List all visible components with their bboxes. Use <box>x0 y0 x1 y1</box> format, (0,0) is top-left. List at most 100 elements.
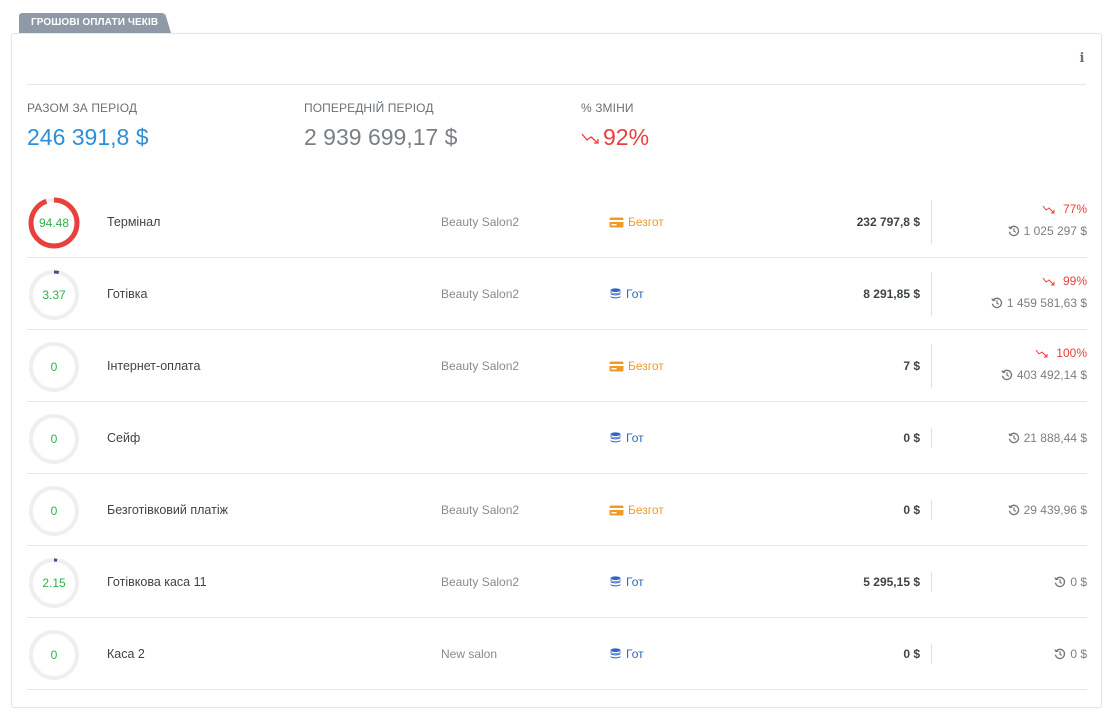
payment-type: Гот <box>609 258 644 330</box>
percent-donut: 0 <box>27 340 81 394</box>
salon-name: Beauty Salon2 <box>441 287 520 301</box>
change-percent: 99% <box>1042 274 1087 288</box>
summary-total-value: 246 391,8 $ <box>27 124 149 150</box>
payment-type-label: Безгот <box>628 359 664 373</box>
payment-type-label: Безгот <box>628 503 664 517</box>
previous-amount-value: 0 $ <box>1070 647 1087 661</box>
payment-method-name: Каса 2 <box>107 647 145 661</box>
change-percent: 77% <box>1042 202 1087 216</box>
donut-percent-value: 94.48 <box>38 216 70 230</box>
comparison-cell: 100% 403 492,14 $ <box>947 330 1087 402</box>
percent-donut: 2.15 <box>27 556 81 610</box>
change-percent: 100% <box>1035 346 1087 360</box>
trend-down-icon <box>1042 205 1055 214</box>
previous-amount-value: 21 888,44 $ <box>1023 431 1087 445</box>
column-separator <box>931 200 932 244</box>
card-icon <box>609 505 624 515</box>
summary-previous-label: ПОПЕРЕДНІЙ ПЕРІОД <box>304 101 434 115</box>
percent-donut: 0 <box>27 412 81 466</box>
comparison-cell: 29 439,96 $ <box>947 474 1087 546</box>
donut-percent-value: 0 <box>50 648 58 662</box>
donut-track <box>29 630 79 680</box>
percent-donut: 0 <box>27 484 81 538</box>
previous-amount-value: 1 025 297 $ <box>1023 224 1087 238</box>
cash-payments-card: i РАЗОМ ЗА ПЕРІОД 246 391,8 $ ПОПЕРЕДНІЙ… <box>11 33 1102 708</box>
history-icon <box>1007 504 1019 516</box>
donut-arc <box>29 270 79 320</box>
percent-donut: 94.48 <box>27 196 81 250</box>
salon-name: Beauty Salon2 <box>441 575 520 589</box>
history-icon <box>1001 369 1013 381</box>
payment-methods-list: 94.48 Термінал Beauty Salon2 Безгот 232 … <box>27 186 1087 690</box>
comparison-cell: 21 888,44 $ <box>947 402 1087 474</box>
payment-row: 2.15 Готівкова каса 11 Beauty Salon2 Гот… <box>27 546 1087 618</box>
amount-value: 0 $ <box>903 431 920 445</box>
comparison-cell: 0 $ <box>947 546 1087 618</box>
comparison-cell: 0 $ <box>947 618 1087 690</box>
history-icon <box>991 297 1003 309</box>
payment-type-label: Безгот <box>628 215 664 229</box>
payment-type: Гот <box>609 546 644 618</box>
payment-type-label: Гот <box>626 575 644 589</box>
previous-amount: 0 $ <box>1054 647 1087 661</box>
payment-row: 0 Інтернет-оплата Beauty Salon2 Безгот 7… <box>27 330 1087 402</box>
donut-track <box>29 414 79 464</box>
column-separator <box>931 428 932 448</box>
previous-amount-value: 29 439,96 $ <box>1023 503 1087 517</box>
payment-method-name: Сейф <box>107 431 141 445</box>
coins-icon <box>610 432 621 443</box>
summary-change: % ЗМІНИ 92% <box>581 101 649 151</box>
salon-name: New salon <box>441 647 498 661</box>
salon-name: Beauty Salon2 <box>441 359 520 373</box>
amount-value: 0 $ <box>903 647 920 661</box>
payment-type: Безгот <box>609 186 664 258</box>
amount-value: 7 $ <box>903 359 920 373</box>
donut-track <box>29 486 79 536</box>
donut-chart <box>29 270 79 320</box>
trend-down-icon <box>1042 277 1055 286</box>
summary-total-label: РАЗОМ ЗА ПЕРІОД <box>27 101 138 115</box>
previous-amount: 1 459 581,63 $ <box>991 296 1087 310</box>
payment-row: 0 Безготівковий платіж Beauty Salon2 Без… <box>27 474 1087 546</box>
previous-amount: 21 888,44 $ <box>1007 431 1087 445</box>
change-percent-value: 77% <box>1062 202 1087 216</box>
summary-change-line: 92% <box>581 124 649 151</box>
history-icon <box>1007 432 1019 444</box>
payment-type-label: Гот <box>626 287 644 301</box>
payment-type: Гот <box>609 618 644 690</box>
card-icon <box>609 217 624 227</box>
previous-amount-value: 403 492,14 $ <box>1016 368 1087 382</box>
trend-down-icon <box>581 133 599 144</box>
payment-row: 0 Каса 2 New salon Гот 0 $ 0 $ <box>27 618 1087 690</box>
amount-value: 232 797,8 $ <box>856 215 920 229</box>
donut-arc <box>29 558 79 608</box>
donut-percent-value: 2.15 <box>42 576 66 590</box>
history-icon <box>1054 576 1066 588</box>
history-icon <box>1007 225 1019 237</box>
amount-value: 5 295,15 $ <box>863 575 920 589</box>
payment-type: Безгот <box>609 330 664 402</box>
payment-method-name: Готівка <box>107 287 148 301</box>
payment-method-name: Термінал <box>107 215 161 229</box>
donut-percent-value: 0 <box>50 360 58 374</box>
donut-chart <box>28 197 80 249</box>
info-icon[interactable]: i <box>1079 51 1085 66</box>
donut-chart <box>29 486 79 536</box>
donut-chart <box>29 414 79 464</box>
donut-chart <box>29 630 79 680</box>
column-separator <box>931 272 932 316</box>
percent-donut: 0 <box>27 628 81 682</box>
column-separator <box>931 644 932 664</box>
donut-arc <box>28 197 80 249</box>
coins-icon <box>610 648 621 659</box>
donut-percent-value: 0 <box>50 504 58 518</box>
previous-amount: 0 $ <box>1054 575 1087 589</box>
payment-row: 94.48 Термінал Beauty Salon2 Безгот 232 … <box>27 186 1087 258</box>
payment-method-name: Готівкова каса 11 <box>107 575 207 589</box>
donut-percent-value: 3.37 <box>42 288 66 302</box>
donut-chart <box>29 342 79 392</box>
column-separator <box>931 344 932 388</box>
divider <box>27 84 1086 85</box>
trend-down-icon <box>1035 349 1048 358</box>
previous-amount: 1 025 297 $ <box>1007 224 1087 238</box>
